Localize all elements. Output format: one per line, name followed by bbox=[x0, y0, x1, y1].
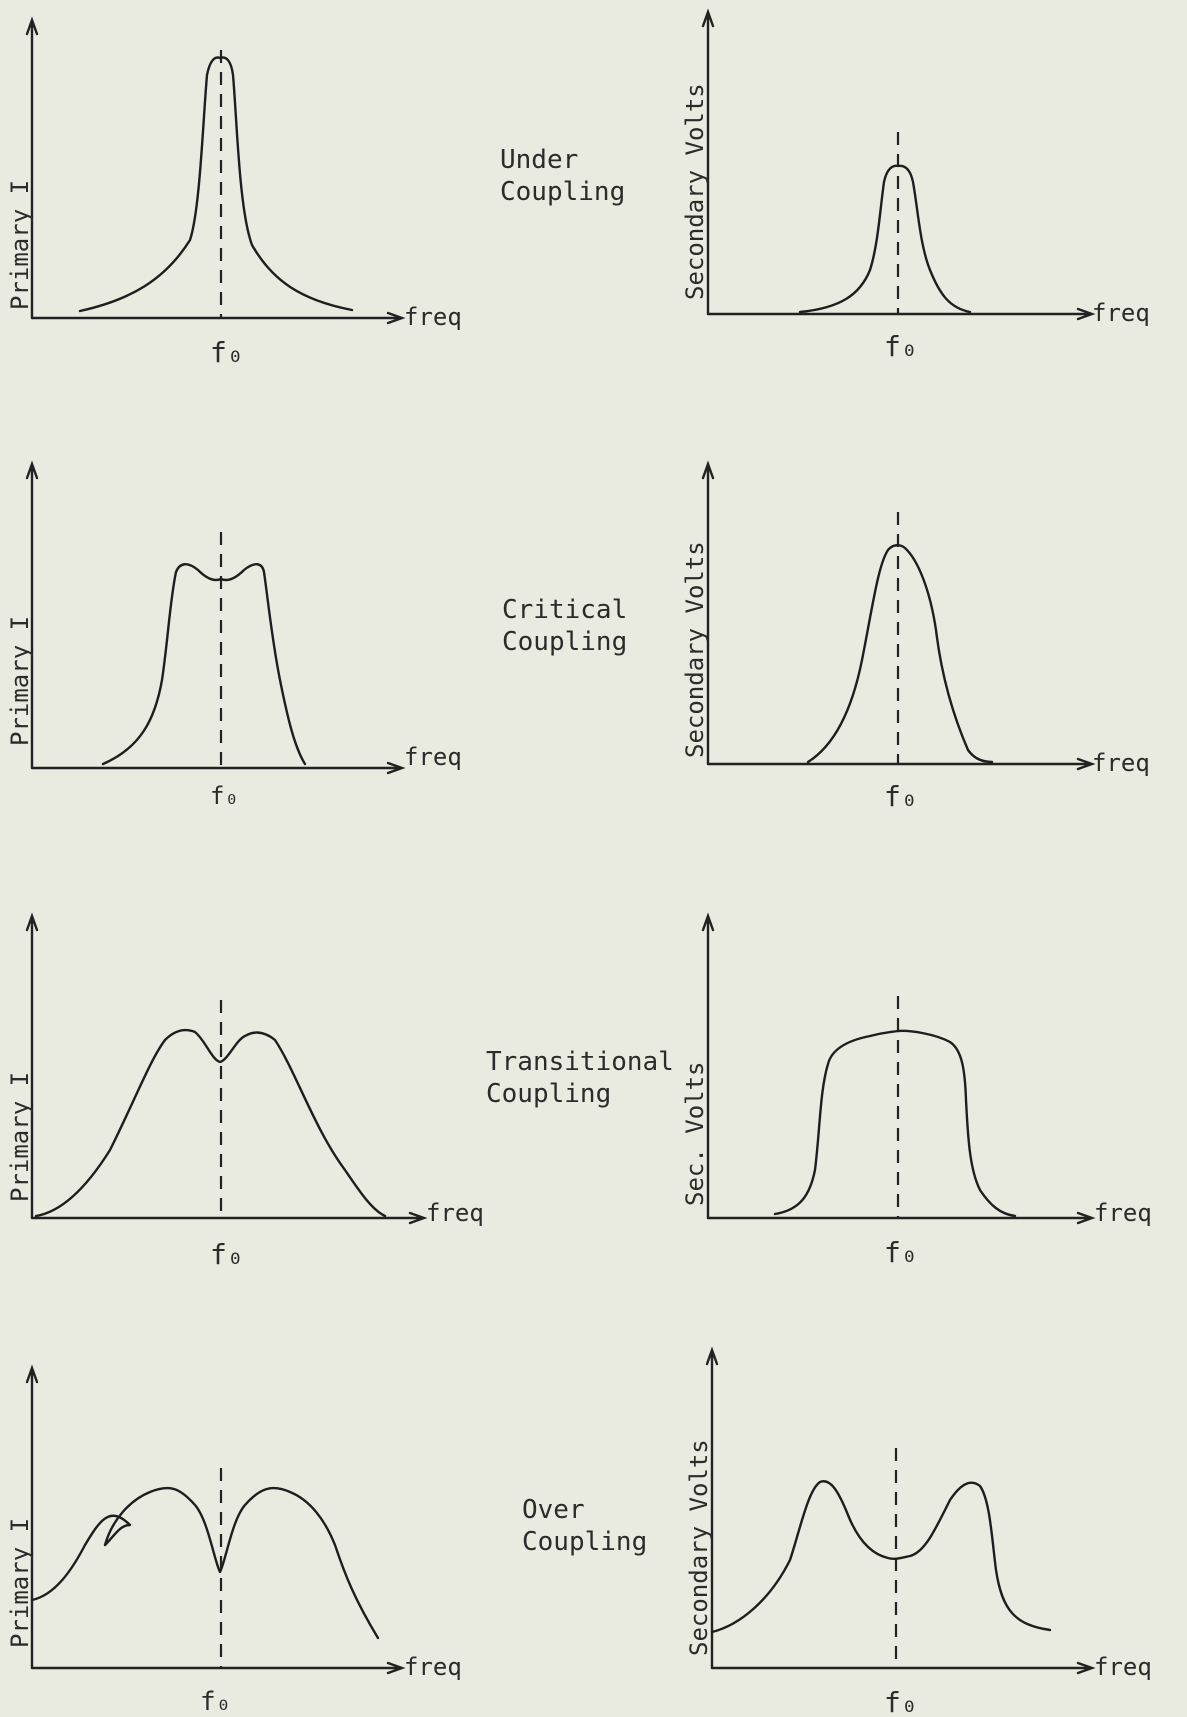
primary-plot-critical: Primary I freq f₀ bbox=[6, 460, 462, 810]
coupling-label-under: Under Coupling bbox=[500, 145, 625, 207]
coupling-label-line-2: Coupling bbox=[486, 1079, 611, 1109]
y-axis-label: Secondary Volts bbox=[685, 1439, 713, 1656]
x-axis-label: freq bbox=[1092, 749, 1150, 777]
y-axis-label: Primary I bbox=[6, 180, 34, 310]
x-axis bbox=[30, 761, 406, 775]
center-frequency-label: f₀ bbox=[210, 1238, 244, 1271]
center-frequency-label: f₀ bbox=[210, 336, 244, 369]
primary-current-curve bbox=[101, 563, 307, 766]
y-axis-label: Sec. Volts bbox=[681, 1062, 709, 1207]
y-axis bbox=[705, 1346, 719, 1670]
x-axis bbox=[706, 307, 1096, 321]
center-frequency-label: f₀ bbox=[884, 330, 918, 363]
secondary-plot-critical: Secondary Volts freq f₀ bbox=[681, 460, 1150, 813]
y-axis bbox=[701, 8, 715, 316]
coupling-label-line-1: Over bbox=[522, 1495, 585, 1525]
center-frequency-label: f₀ bbox=[884, 780, 918, 813]
coupling-label-over: Over Coupling bbox=[522, 1495, 647, 1557]
secondary-plot-under: Secondary Volts freq f₀ bbox=[681, 8, 1150, 363]
secondary-plot-over: Secondary Volts freq f₀ bbox=[685, 1346, 1152, 1717]
center-frequency-label: f₀ bbox=[884, 1236, 918, 1269]
x-axis-label: freq bbox=[404, 1653, 462, 1681]
x-axis-label: freq bbox=[426, 1199, 484, 1227]
x-axis bbox=[710, 1661, 1096, 1675]
row-transitional-coupling: Primary I freq f₀ Transitional Coupling … bbox=[6, 912, 1152, 1271]
primary-plot-under: Primary I freq f₀ bbox=[6, 16, 462, 369]
y-axis bbox=[701, 460, 715, 766]
secondary-plot-transitional: Sec. Volts freq f₀ bbox=[681, 912, 1152, 1269]
x-axis-label: freq bbox=[1094, 1199, 1152, 1227]
x-axis bbox=[30, 311, 406, 325]
y-axis-label: Secondary Volts bbox=[681, 83, 709, 300]
row-under-coupling: Primary I freq f₀ Under Coupling Seconda… bbox=[6, 8, 1150, 369]
row-over-coupling: Primary I freq f₀ Over Coupling Secondar… bbox=[6, 1346, 1152, 1717]
secondary-voltage-curve bbox=[798, 164, 972, 314]
x-axis bbox=[30, 1211, 428, 1225]
x-axis-label: freq bbox=[404, 743, 462, 771]
y-axis bbox=[25, 460, 39, 770]
coupling-label-line-2: Coupling bbox=[500, 177, 625, 207]
coupling-label-line-1: Critical bbox=[502, 595, 627, 625]
y-axis-label: Primary I bbox=[6, 1518, 34, 1648]
coupling-label-line-2: Coupling bbox=[522, 1527, 647, 1557]
center-frequency-label: f₀ bbox=[884, 1686, 918, 1717]
y-axis-label: Primary I bbox=[6, 1072, 34, 1202]
secondary-voltage-curve bbox=[773, 1029, 1017, 1218]
coupling-label-transitional: Transitional Coupling bbox=[486, 1047, 674, 1109]
coupling-label-line-1: Under bbox=[500, 145, 578, 175]
primary-current-curve bbox=[34, 1028, 387, 1218]
primary-current-curve bbox=[78, 56, 354, 313]
x-axis bbox=[706, 1211, 1096, 1225]
x-axis bbox=[30, 1661, 406, 1675]
primary-current-curve bbox=[30, 1486, 380, 1640]
x-axis-label: freq bbox=[1092, 299, 1150, 327]
y-axis bbox=[25, 16, 39, 320]
y-axis bbox=[25, 1364, 39, 1670]
coupling-label-critical: Critical Coupling bbox=[502, 595, 627, 657]
secondary-voltage-curve bbox=[806, 544, 994, 764]
primary-plot-over: Primary I freq f₀ bbox=[6, 1364, 462, 1717]
y-axis-label: Primary I bbox=[6, 616, 34, 746]
y-axis bbox=[701, 912, 715, 1220]
secondary-voltage-curve bbox=[710, 1480, 1052, 1634]
center-frequency-label: f₀ bbox=[210, 782, 239, 810]
y-axis bbox=[25, 912, 39, 1220]
y-axis-label: Secondary Volts bbox=[681, 541, 709, 758]
center-frequency-label: f₀ bbox=[200, 1687, 231, 1717]
row-critical-coupling: Primary I freq f₀ Critical Coupling Seco… bbox=[6, 460, 1150, 813]
x-axis-label: freq bbox=[404, 303, 462, 331]
primary-plot-transitional: Primary I freq f₀ bbox=[6, 912, 484, 1271]
coupling-label-line-1: Transitional bbox=[486, 1047, 674, 1077]
x-axis bbox=[706, 757, 1096, 771]
coupling-label-line-2: Coupling bbox=[502, 627, 627, 657]
x-axis-label: freq bbox=[1094, 1653, 1152, 1681]
